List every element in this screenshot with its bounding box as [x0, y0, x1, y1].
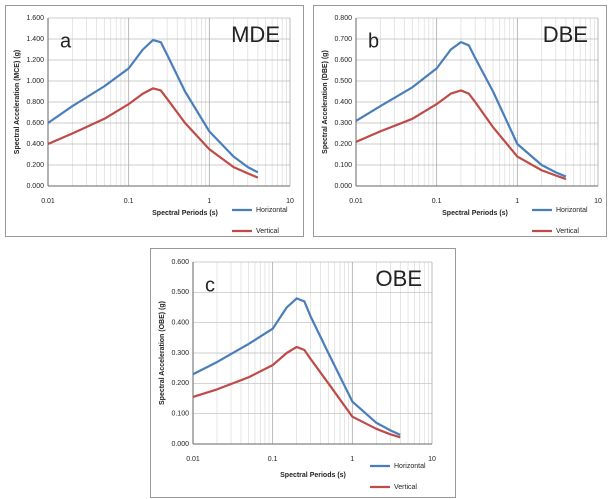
x-tick-label: 1: [515, 198, 519, 205]
y-tick-label: 0.700: [334, 36, 352, 43]
x-tick-label: 1: [207, 198, 211, 205]
y-tick-label: 0.500: [171, 289, 189, 296]
y-tick-label: 1.000: [26, 78, 44, 85]
x-tick-label: 0.1: [432, 198, 442, 205]
y-tick-label: 0.600: [26, 120, 44, 127]
x-tick-label: 10: [428, 456, 436, 463]
x-tick-label: 0.01: [41, 198, 55, 205]
y-axis-label: Spectral Acceleration (DBE) (g): [322, 50, 329, 154]
panel-label: a: [60, 30, 72, 52]
chart-title: OBE: [376, 266, 422, 291]
y-axis-label: Spectral Acceleration (MCE) (g): [14, 50, 21, 154]
panel-label: b: [368, 30, 379, 52]
legend-label: Vertical: [394, 484, 417, 491]
x-tick-label: 0.1: [268, 456, 278, 463]
series-line: [47, 87, 259, 179]
series-line: [192, 297, 401, 436]
y-tick-label: 0.500: [334, 78, 352, 85]
legend-label: Vertical: [556, 228, 579, 235]
x-axis-label: Spectral Periods (s): [280, 472, 346, 479]
chart-title: DBE: [543, 22, 588, 47]
legend-label: Horizontal: [256, 207, 288, 214]
y-tick-label: 0.200: [171, 380, 189, 387]
series-line: [192, 345, 401, 439]
x-tick-label: 10: [286, 198, 294, 205]
y-tick-label: 1.400: [26, 36, 44, 43]
series-line: [47, 38, 259, 174]
panel-frame: [150, 248, 456, 498]
series-line: [355, 41, 567, 178]
panel-frame: [5, 5, 304, 237]
series-line: [355, 89, 567, 181]
y-tick-label: 1.600: [26, 15, 44, 22]
x-axis-label: Spectral Periods (s): [442, 210, 508, 217]
y-tick-label: 0.200: [26, 162, 44, 169]
x-axis-label: Spectral Periods (s): [152, 210, 218, 217]
y-tick-label: 0.800: [334, 15, 352, 22]
y-tick-label: 0.600: [171, 259, 189, 266]
y-tick-label: 0.000: [334, 183, 352, 190]
legend-label: Vertical: [256, 228, 279, 235]
x-tick-label: 0.1: [124, 198, 134, 205]
y-tick-label: 0.300: [171, 350, 189, 357]
y-axis-label: Spectral Acceleration (OBE) (g): [159, 301, 166, 405]
y-tick-label: 0.000: [26, 183, 44, 190]
legend-label: Horizontal: [394, 463, 426, 470]
y-tick-label: 0.100: [171, 411, 189, 418]
x-tick-label: 0.01: [186, 456, 200, 463]
y-tick-label: 0.400: [26, 141, 44, 148]
y-tick-label: 0.400: [334, 99, 352, 106]
y-tick-label: 0.800: [26, 99, 44, 106]
x-tick-label: 0.01: [349, 198, 363, 205]
panel-label: c: [205, 274, 215, 296]
y-tick-label: 0.300: [334, 120, 352, 127]
x-tick-label: 10: [594, 198, 602, 205]
y-tick-label: 1.200: [26, 57, 44, 64]
y-tick-label: 0.000: [171, 441, 189, 448]
chart-title: MDE: [231, 22, 280, 47]
y-tick-label: 0.100: [334, 162, 352, 169]
legend-label: Horizontal: [556, 207, 588, 214]
y-tick-label: 0.400: [171, 320, 189, 327]
y-tick-label: 0.600: [334, 57, 352, 64]
x-tick-label: 1: [350, 456, 354, 463]
y-tick-label: 0.200: [334, 141, 352, 148]
